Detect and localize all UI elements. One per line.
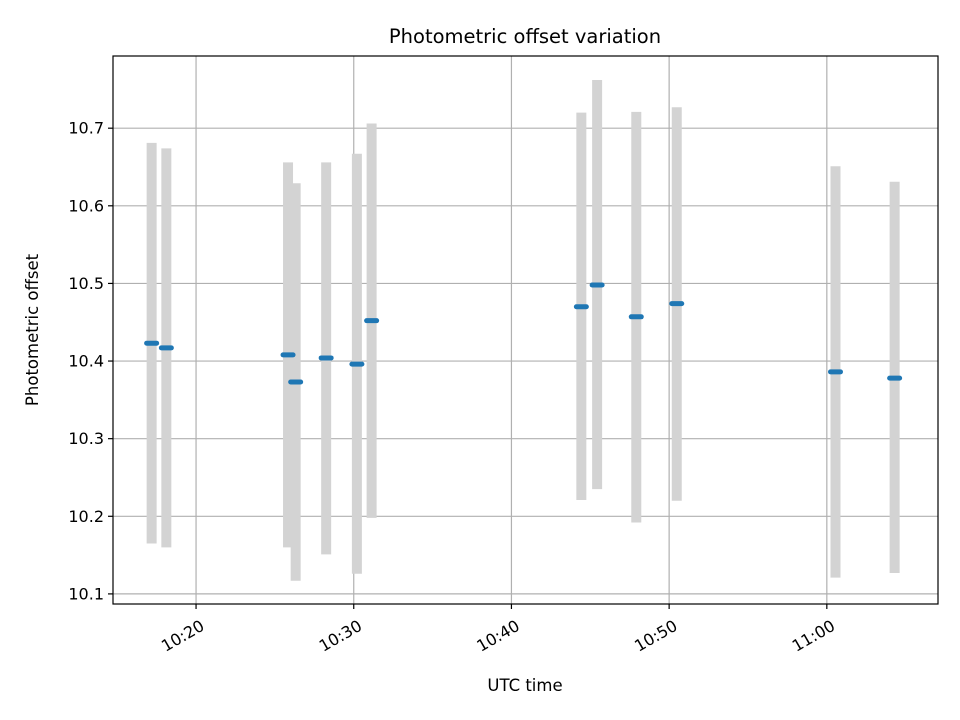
chart-title: Photometric offset variation — [389, 25, 661, 48]
y-tick-label: 10.2 — [68, 507, 104, 526]
plot-frame — [112, 55, 939, 605]
y-axis-title: Photometric offset — [23, 253, 42, 406]
grid — [113, 56, 938, 604]
y-tick-label: 10.4 — [68, 352, 104, 371]
y-tick-label: 10.6 — [68, 196, 104, 215]
x-axis-title: UTC time — [487, 676, 562, 695]
y-axis-ticks: 10.1 10.2 10.3 10.4 10.5 10.6 10.7 — [68, 119, 113, 603]
y-tick-label: 10.5 — [68, 274, 104, 293]
data-markers — [144, 282, 903, 385]
y-tick-label: 10.3 — [68, 429, 104, 448]
y-tick-label: 10.7 — [68, 119, 104, 138]
y-tick-label: 10.1 — [68, 584, 104, 603]
